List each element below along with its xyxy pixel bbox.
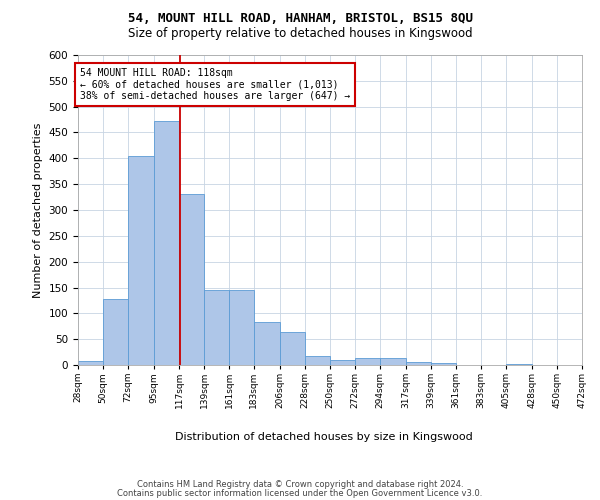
Bar (305, 356, 330, 365)
Y-axis label: Number of detached properties: Number of detached properties (33, 122, 43, 298)
Bar (330, 360, 355, 365)
Text: 54 MOUNT HILL ROAD: 118sqm
← 60% of detached houses are smaller (1,013)
38% of s: 54 MOUNT HILL ROAD: 118sqm ← 60% of deta… (80, 68, 350, 101)
Bar (355, 358, 380, 365)
Bar (506, 364, 532, 365)
Bar (154, 121, 179, 365)
Bar (229, 290, 254, 365)
Bar (406, 362, 431, 365)
Text: 54, MOUNT HILL ROAD, HANHAM, BRISTOL, BS15 8QU: 54, MOUNT HILL ROAD, HANHAM, BRISTOL, BS… (128, 12, 473, 26)
Text: Contains HM Land Registry data © Crown copyright and database right 2024.: Contains HM Land Registry data © Crown c… (137, 480, 463, 489)
Text: Contains public sector information licensed under the Open Government Licence v3: Contains public sector information licen… (118, 488, 482, 498)
Bar (204, 290, 229, 365)
Bar (179, 194, 204, 365)
Bar (280, 332, 305, 365)
Bar (128, 156, 154, 365)
Text: Size of property relative to detached houses in Kingswood: Size of property relative to detached ho… (128, 28, 472, 40)
Bar (431, 364, 456, 365)
Bar (380, 358, 406, 365)
Bar (254, 322, 280, 365)
Bar (78, 362, 103, 365)
Text: Distribution of detached houses by size in Kingswood: Distribution of detached houses by size … (175, 432, 473, 442)
Bar (103, 300, 128, 365)
